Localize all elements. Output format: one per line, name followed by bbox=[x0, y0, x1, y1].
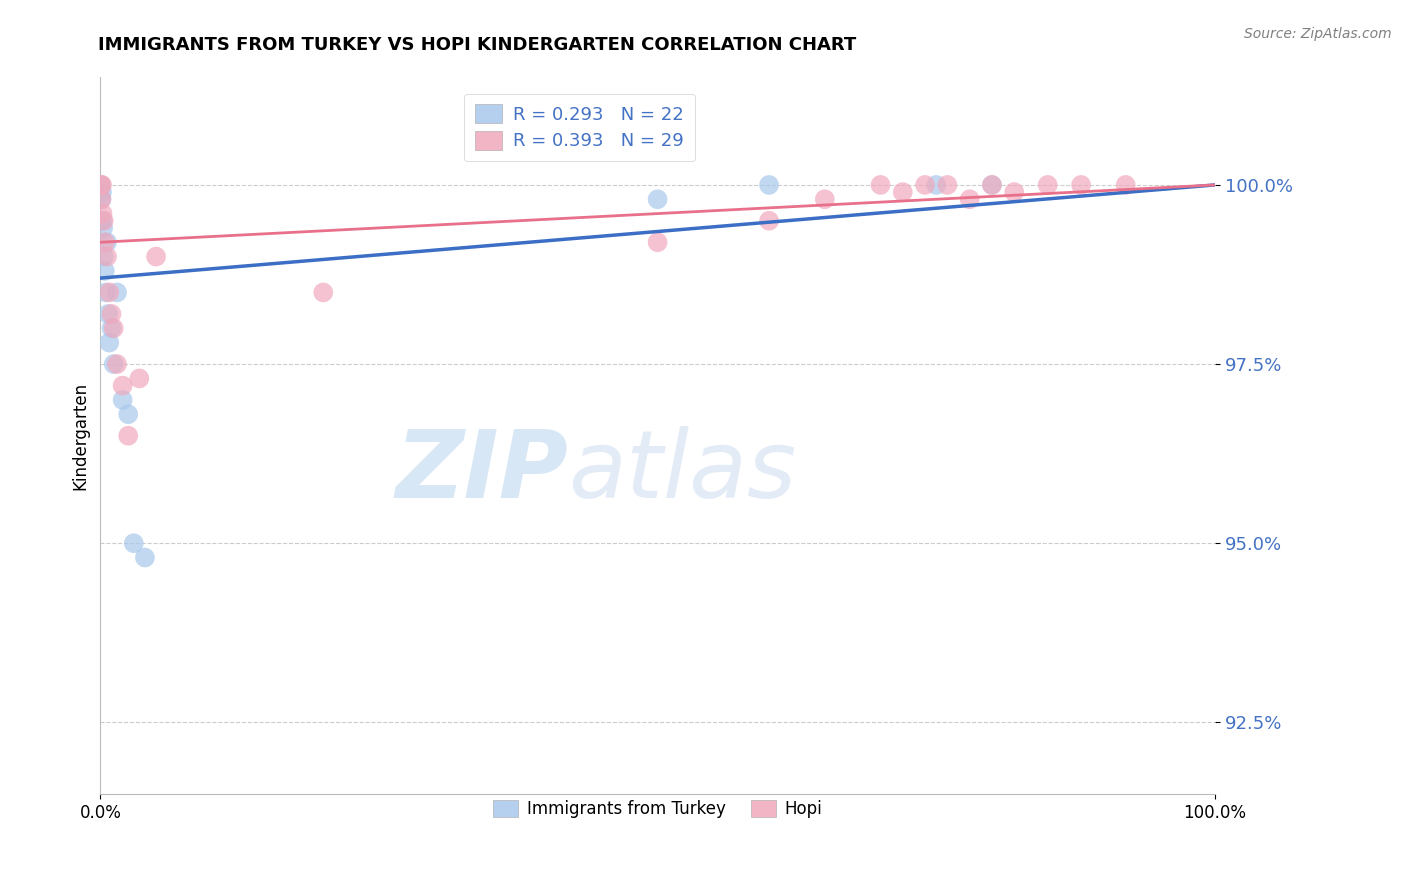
Point bbox=[91, 185, 114, 199]
Point bbox=[981, 178, 1004, 192]
Point bbox=[90, 178, 112, 192]
Point bbox=[959, 192, 981, 206]
Point bbox=[105, 357, 128, 371]
Point bbox=[891, 185, 914, 199]
Point bbox=[758, 178, 780, 192]
Point bbox=[111, 392, 134, 407]
Point bbox=[1036, 178, 1059, 192]
Point bbox=[122, 536, 145, 550]
Point bbox=[312, 285, 335, 300]
Point bbox=[90, 178, 112, 192]
Point bbox=[100, 307, 122, 321]
Point bbox=[98, 335, 121, 350]
Point bbox=[93, 250, 115, 264]
Text: IMMIGRANTS FROM TURKEY VS HOPI KINDERGARTEN CORRELATION CHART: IMMIGRANTS FROM TURKEY VS HOPI KINDERGAR… bbox=[98, 36, 856, 54]
Point bbox=[91, 213, 114, 227]
Point bbox=[145, 250, 167, 264]
Point bbox=[94, 235, 117, 250]
Point bbox=[758, 213, 780, 227]
Point bbox=[91, 206, 114, 220]
Point bbox=[90, 192, 112, 206]
Point bbox=[94, 264, 117, 278]
Point bbox=[1002, 185, 1025, 199]
Point bbox=[117, 428, 139, 442]
Point bbox=[814, 192, 837, 206]
Point bbox=[100, 321, 122, 335]
Point bbox=[936, 178, 959, 192]
Point bbox=[647, 192, 669, 206]
Legend: Immigrants from Turkey, Hopi: Immigrants from Turkey, Hopi bbox=[486, 794, 828, 825]
Point bbox=[94, 285, 117, 300]
Point bbox=[96, 235, 118, 250]
Y-axis label: Kindergarten: Kindergarten bbox=[72, 382, 89, 490]
Point bbox=[96, 250, 118, 264]
Text: atlas: atlas bbox=[568, 426, 797, 517]
Point bbox=[647, 235, 669, 250]
Point bbox=[103, 321, 125, 335]
Point bbox=[91, 221, 114, 235]
Point bbox=[111, 378, 134, 392]
Point bbox=[1070, 178, 1092, 192]
Point bbox=[98, 285, 121, 300]
Point bbox=[869, 178, 891, 192]
Point bbox=[97, 307, 120, 321]
Text: ZIP: ZIP bbox=[395, 425, 568, 517]
Point bbox=[90, 192, 112, 206]
Point bbox=[1115, 178, 1137, 192]
Point bbox=[93, 213, 115, 227]
Text: Source: ZipAtlas.com: Source: ZipAtlas.com bbox=[1244, 27, 1392, 41]
Point bbox=[134, 550, 156, 565]
Point bbox=[925, 178, 948, 192]
Point bbox=[117, 407, 139, 421]
Point bbox=[91, 178, 114, 192]
Point bbox=[105, 285, 128, 300]
Point bbox=[128, 371, 150, 385]
Point bbox=[103, 357, 125, 371]
Point bbox=[981, 178, 1004, 192]
Point bbox=[914, 178, 936, 192]
